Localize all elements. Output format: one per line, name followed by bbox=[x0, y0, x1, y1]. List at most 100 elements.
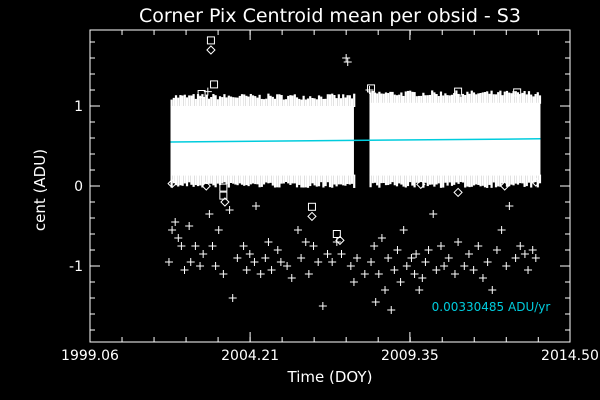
band-edge-mark bbox=[346, 174, 349, 185]
band-edge-mark bbox=[538, 174, 542, 184]
band-edge-mark bbox=[376, 93, 379, 104]
data-point-plus bbox=[242, 266, 251, 274]
data-point-plus bbox=[464, 250, 473, 258]
band-edge-mark bbox=[326, 174, 329, 183]
band-edge-mark bbox=[192, 94, 195, 107]
band-edge-mark bbox=[395, 174, 399, 187]
band-edge-mark bbox=[494, 174, 498, 188]
band-edge-mark bbox=[300, 99, 303, 107]
band-edge-mark bbox=[317, 174, 321, 187]
band-edge-mark bbox=[490, 90, 493, 104]
band-edge-mark bbox=[404, 91, 407, 104]
band-edge-mark bbox=[536, 174, 539, 188]
band-edge-mark bbox=[306, 98, 310, 107]
band-edge-mark bbox=[470, 90, 473, 104]
data-point-plus bbox=[436, 242, 445, 250]
band-edge-mark bbox=[251, 174, 255, 184]
data-point-plus bbox=[407, 254, 416, 262]
data-point-plus bbox=[287, 274, 296, 282]
band-edge-mark bbox=[267, 174, 270, 184]
band-edge-mark bbox=[234, 97, 237, 107]
band-edge-mark bbox=[183, 94, 186, 107]
band-edge-mark bbox=[342, 174, 345, 186]
band-edge-mark bbox=[459, 96, 462, 104]
band-edge-mark bbox=[466, 91, 469, 104]
data-point-plus bbox=[343, 58, 352, 66]
band-edge-mark bbox=[192, 174, 195, 187]
data-point-square bbox=[332, 230, 341, 238]
band-edge-mark bbox=[265, 98, 268, 107]
band-edge-mark bbox=[420, 95, 423, 104]
data-point-plus bbox=[528, 246, 537, 254]
band-edge-mark bbox=[181, 174, 184, 186]
data-point-plus bbox=[432, 266, 441, 274]
band-edge-mark bbox=[282, 174, 285, 184]
band-edge-mark bbox=[194, 174, 197, 186]
data-point-plus bbox=[474, 242, 483, 250]
band-edge-mark bbox=[311, 174, 314, 184]
band-edge-mark bbox=[437, 174, 440, 184]
band-edge-mark bbox=[293, 94, 296, 107]
band-edge-mark bbox=[229, 174, 233, 183]
band-edge-mark bbox=[223, 94, 226, 107]
band-edge-mark bbox=[450, 94, 454, 104]
data-point-diamond bbox=[307, 211, 317, 222]
band-edge-mark bbox=[269, 95, 272, 107]
data-point-plus bbox=[450, 270, 459, 278]
band-edge-mark bbox=[262, 174, 266, 185]
band-edge-mark bbox=[238, 174, 241, 184]
band-edge-mark bbox=[227, 95, 230, 107]
data-point-plus bbox=[418, 274, 427, 282]
band-edge-mark bbox=[387, 174, 390, 186]
band-edge-mark bbox=[245, 174, 248, 186]
band-edge-mark bbox=[258, 174, 261, 188]
y-axis-title: cent (ADU) bbox=[31, 149, 49, 231]
band-edge-mark bbox=[523, 91, 526, 104]
band-edge-mark bbox=[508, 174, 511, 187]
band-edge-mark bbox=[256, 97, 259, 107]
data-point-plus bbox=[387, 306, 396, 314]
band-edge-mark bbox=[207, 174, 211, 184]
band-edge-mark bbox=[227, 174, 230, 188]
x-axis-title: Time (DOY) bbox=[287, 368, 373, 386]
band-edge-mark bbox=[221, 174, 224, 184]
band-edge-mark bbox=[428, 174, 432, 185]
band-edge-mark bbox=[295, 97, 299, 107]
band-edge-mark bbox=[389, 174, 392, 185]
band-edge-mark bbox=[497, 92, 500, 104]
band-edge-mark bbox=[505, 90, 509, 104]
data-point-plus bbox=[228, 294, 237, 302]
band-edge-mark bbox=[232, 97, 235, 107]
data-point-plus bbox=[424, 246, 433, 254]
band-edge-mark bbox=[188, 174, 191, 183]
band-edge-mark bbox=[378, 91, 381, 104]
data-point-plus bbox=[370, 242, 379, 250]
band-edge-mark bbox=[331, 174, 334, 188]
band-edge-mark bbox=[172, 174, 175, 184]
band-edge-mark bbox=[384, 174, 388, 186]
data-point-plus bbox=[314, 258, 323, 266]
data-point-diamond bbox=[416, 179, 426, 190]
band-edge-mark bbox=[346, 95, 349, 107]
band-edge-mark bbox=[402, 95, 405, 104]
band-edge-mark bbox=[404, 174, 407, 188]
band-edge-mark bbox=[276, 94, 279, 107]
band-edge-mark bbox=[238, 95, 241, 107]
band-edge-mark bbox=[488, 93, 491, 104]
band-edge-mark bbox=[324, 98, 327, 107]
band-edge-mark bbox=[532, 174, 535, 183]
data-point-plus bbox=[328, 258, 337, 266]
band-edge-mark bbox=[371, 174, 374, 184]
data-point-plus bbox=[390, 266, 399, 274]
band-edge-mark bbox=[439, 174, 443, 188]
band-edge-mark bbox=[315, 99, 318, 107]
data-point-plus bbox=[171, 218, 180, 226]
band-edge-mark bbox=[287, 95, 290, 107]
band-edge-mark bbox=[212, 174, 215, 186]
band-edge-mark bbox=[260, 174, 263, 187]
band-edge-mark bbox=[170, 174, 173, 188]
band-edge-mark bbox=[373, 92, 377, 104]
band-edge-mark bbox=[339, 174, 343, 185]
data-point-plus bbox=[283, 262, 292, 270]
data-point-plus bbox=[346, 262, 355, 270]
